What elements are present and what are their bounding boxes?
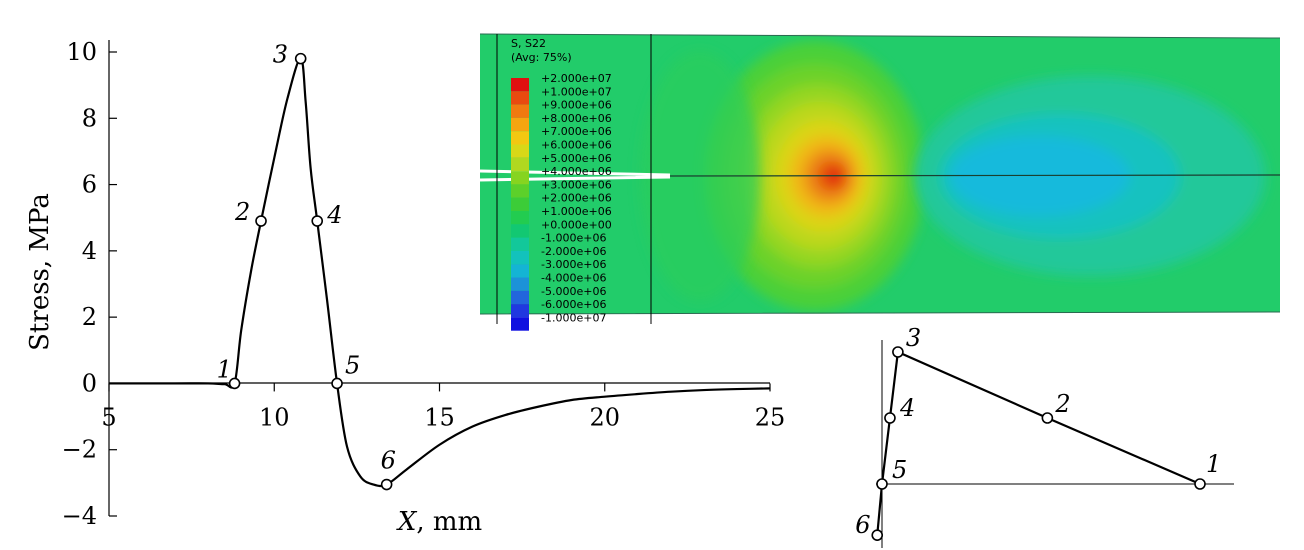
x-tick-label: 5	[101, 403, 116, 431]
contour-plot: S, S22 (Avg: 75%) +2.000e+07+1.000e+07+9…	[479, 33, 1281, 331]
legend-swatch	[511, 197, 529, 211]
y-tick-label: 6	[82, 171, 97, 199]
y-tick-label: −4	[62, 502, 97, 530]
positive-stress-lobe	[705, 41, 925, 311]
legend-value-label: +2.000e+06	[541, 192, 612, 205]
point-marker-5	[331, 377, 343, 390]
legend-subtitle: (Avg: 75%)	[511, 51, 572, 64]
inset-point-label-5: 5	[892, 456, 907, 484]
legend-swatch	[511, 157, 529, 172]
point-marker-3	[294, 52, 307, 65]
x-tick-label: 20	[589, 403, 620, 431]
legend-swatch	[511, 144, 529, 158]
point-label-4: 4	[326, 201, 342, 229]
legend-value-label: -3.000e+06	[541, 258, 606, 271]
x-axis-unit: , mm	[416, 507, 482, 537]
legend-swatch	[511, 117, 529, 132]
y-tick-label: −2	[62, 436, 97, 464]
legend-value-label: +2.000e+07	[541, 72, 612, 85]
legend-value-label: +0.000e+00	[541, 218, 612, 231]
x-tick-label: 25	[755, 403, 786, 431]
x-axis-variable: X	[396, 507, 418, 537]
point-marker-4	[311, 215, 324, 227]
legend-swatch	[511, 91, 529, 105]
point-label-1: 1	[217, 355, 232, 383]
legend-swatch	[511, 304, 529, 318]
contour-outline	[479, 33, 1281, 315]
inset-plot: 1 2 3 4 56	[855, 324, 1234, 548]
legend-swatch	[511, 237, 529, 251]
legend-value-label: +1.000e+06	[541, 205, 612, 218]
contour-legend: S, S22 (Avg: 75%) +2.000e+07+1.000e+07+9…	[511, 37, 612, 331]
legend-value-label: +8.000e+06	[541, 112, 612, 125]
legend-swatch	[511, 317, 529, 331]
inset-point-label-1: 1	[1206, 450, 1221, 478]
legend-swatch	[511, 211, 529, 225]
legend-swatch	[511, 264, 529, 278]
x-tick-label: 10	[259, 403, 290, 431]
inset-point-label-3: 3	[906, 324, 921, 352]
y-tick-label: 2	[82, 303, 97, 331]
inset-point-marker-1	[1194, 478, 1206, 490]
y-tick-label: 0	[82, 369, 97, 397]
legend-value-label: +3.000e+06	[541, 178, 612, 191]
legend-swatch	[511, 131, 529, 145]
point-label-2: 2	[234, 198, 250, 226]
point-label-6: 6	[381, 447, 396, 475]
legend-swatch	[511, 290, 529, 305]
point-label-3: 3	[273, 41, 288, 69]
point-marker-2	[255, 215, 267, 227]
inset-point-label-2: 2	[1054, 390, 1070, 418]
legend-swatch	[511, 224, 529, 238]
y-tick-label: 8	[82, 104, 97, 132]
inset-point-label-4: 4	[899, 394, 915, 422]
x-tick-label: 15	[424, 403, 455, 431]
legend-value-label: +6.000e+06	[541, 139, 612, 152]
y-tick-label: 4	[82, 237, 97, 265]
y-axis-title: Stress, MPa	[25, 193, 55, 351]
point-marker-1	[228, 377, 241, 390]
stress-curve	[109, 57, 771, 488]
y-tick-label: 10	[66, 38, 97, 66]
inset-point-marker-4	[884, 412, 896, 424]
x-axis-title: X, mm	[396, 507, 482, 537]
legend-title: S, S22	[511, 37, 546, 50]
legend-swatch	[511, 277, 529, 291]
legend-value-label: -6.000e+06	[541, 298, 606, 311]
negative-stress-lobe	[915, 76, 1265, 276]
inset-point-marker-3	[892, 346, 904, 358]
point-label-5: 5	[345, 351, 360, 379]
point-marker-6	[380, 478, 393, 491]
legend-swatch	[511, 250, 529, 265]
inset-point-marker-5	[876, 478, 888, 490]
legend-value-label: +4.000e+06	[541, 165, 612, 178]
inset-curve	[876, 350, 1201, 536]
legend-swatch	[511, 78, 529, 92]
legend-swatch	[511, 104, 529, 118]
legend-swatch	[511, 184, 529, 198]
legend-value-label: +1.000e+07	[541, 85, 612, 98]
legend-value-label: -5.000e+06	[541, 285, 606, 298]
legend-value-label: +7.000e+06	[541, 125, 612, 138]
legend-value-label: -1.000e+06	[541, 232, 606, 245]
legend-value-label: +9.000e+06	[541, 99, 612, 112]
legend-value-label: -1.000e+07	[541, 311, 606, 324]
legend-value-label: -2.000e+06	[541, 245, 606, 258]
legend-value-label: -4.000e+06	[541, 272, 606, 285]
legend-value-label: +5.000e+06	[541, 152, 612, 165]
inset-point-marker-2	[1041, 412, 1054, 424]
mid-plane-line	[669, 174, 1281, 177]
legend-swatch	[511, 171, 529, 185]
inset-point-marker-6	[871, 529, 884, 541]
inset-point-label-6: 6	[855, 511, 870, 539]
